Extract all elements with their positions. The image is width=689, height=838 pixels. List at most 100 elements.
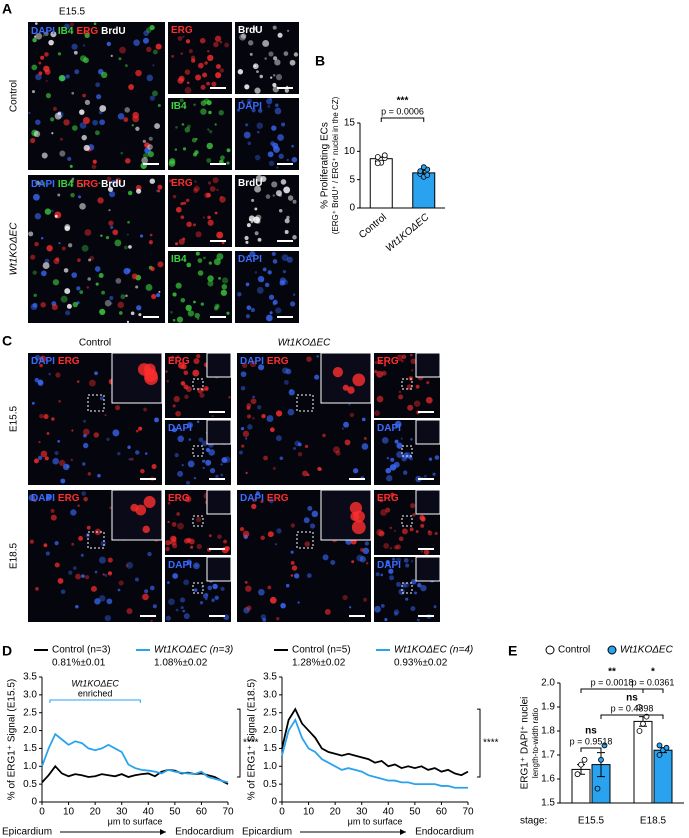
cell-signal — [99, 308, 106, 315]
cell-signal — [135, 504, 147, 516]
inset — [415, 556, 441, 582]
comparison-stars: * — [651, 667, 655, 678]
cell-signal — [273, 146, 280, 153]
cell-signal — [188, 438, 192, 441]
cell-signal — [157, 189, 161, 193]
cell-signal — [202, 593, 209, 599]
cell-signal — [94, 266, 101, 272]
channel-label: ERG — [171, 25, 193, 36]
cell-signal — [322, 554, 329, 561]
cell-signal — [175, 126, 178, 129]
cell-signal — [181, 363, 187, 370]
cell-signal — [423, 549, 430, 555]
cell-signal — [30, 137, 36, 144]
cell-signal — [213, 41, 219, 48]
panel-label: B — [315, 53, 325, 69]
cell-signal — [144, 589, 149, 594]
cell-signal — [28, 111, 31, 115]
cell-signal — [81, 491, 87, 496]
cell-signal — [344, 439, 351, 446]
cell-signal — [254, 231, 259, 236]
cell-signal — [110, 302, 113, 305]
cell-signal — [420, 584, 427, 592]
cell-signal — [75, 605, 79, 609]
cell-signal — [247, 141, 252, 146]
cell-signal — [37, 455, 43, 460]
cell-signal — [206, 193, 211, 198]
cell-signal — [282, 367, 289, 374]
cell-signal — [172, 318, 176, 322]
cell-signal — [196, 354, 201, 359]
cell-signal — [152, 90, 158, 97]
channel-label: DAPI — [377, 560, 401, 571]
cell-signal — [104, 614, 111, 622]
cell-signal — [216, 231, 224, 239]
cell-signal — [193, 588, 198, 592]
cell-signal — [50, 117, 55, 122]
cell-signal — [249, 251, 256, 258]
cell-signal — [135, 126, 140, 131]
cell-signal — [254, 185, 262, 193]
cell-signal — [206, 158, 212, 163]
y-tick-label: 1.7 — [541, 750, 555, 761]
cell-signal — [365, 561, 369, 565]
cell-signal — [37, 379, 44, 386]
cell-signal — [410, 560, 414, 563]
cell-signal — [208, 110, 212, 115]
cell-signal — [215, 72, 222, 79]
cell-signal — [195, 231, 202, 238]
channel-label: DAPI ERG — [240, 493, 289, 504]
x-tick-label: E18.5 — [640, 816, 667, 827]
data-point — [636, 704, 643, 710]
cell-signal — [99, 105, 107, 112]
cell-signal — [183, 370, 189, 376]
cell-signal — [48, 372, 51, 376]
y-tick-label: 10 — [344, 146, 356, 157]
cell-signal — [292, 199, 297, 204]
cell-signal — [380, 509, 387, 516]
cell-signal — [261, 413, 266, 419]
cell-signal — [44, 258, 50, 264]
cell-signal — [359, 556, 366, 563]
cell-signal — [324, 608, 331, 615]
cell-signal — [28, 231, 34, 237]
cell-signal — [415, 384, 420, 389]
cell-signal — [169, 541, 172, 545]
inset-marker — [192, 515, 204, 527]
cell-signal — [247, 414, 252, 419]
cell-signal — [393, 545, 399, 550]
cell-signal — [291, 144, 294, 148]
cell-signal — [283, 51, 289, 56]
channel-name: DAPI — [31, 179, 55, 190]
data-point — [594, 785, 601, 792]
cell-signal — [39, 355, 47, 363]
cell-signal — [251, 198, 255, 202]
data-point — [417, 168, 424, 175]
cell-signal — [403, 558, 409, 563]
cell-signal — [273, 56, 278, 61]
data-point — [381, 152, 388, 159]
channel-name: ERG — [58, 356, 80, 367]
cell-signal — [385, 560, 390, 565]
cell-signal — [95, 282, 99, 286]
cell-signal — [46, 245, 53, 252]
cell-signal — [177, 522, 184, 530]
cell-signal — [175, 608, 179, 612]
cell-signal — [38, 441, 41, 444]
cell-signal — [361, 443, 369, 450]
cell-signal — [32, 37, 37, 43]
cell-signal — [35, 22, 38, 25]
x-end-label: Endocardium — [415, 827, 474, 838]
cell-signal — [168, 598, 175, 606]
cell-signal — [195, 251, 200, 256]
cell-signal — [167, 501, 171, 505]
cell-signal — [272, 82, 277, 88]
cell-signal — [290, 574, 294, 577]
bar — [653, 749, 673, 804]
cell-signal — [269, 98, 272, 101]
cell-signal — [186, 421, 194, 429]
cell-signal — [70, 192, 75, 198]
cell-signal — [123, 267, 131, 275]
cell-signal — [96, 94, 102, 100]
panel-label: A — [2, 1, 12, 17]
